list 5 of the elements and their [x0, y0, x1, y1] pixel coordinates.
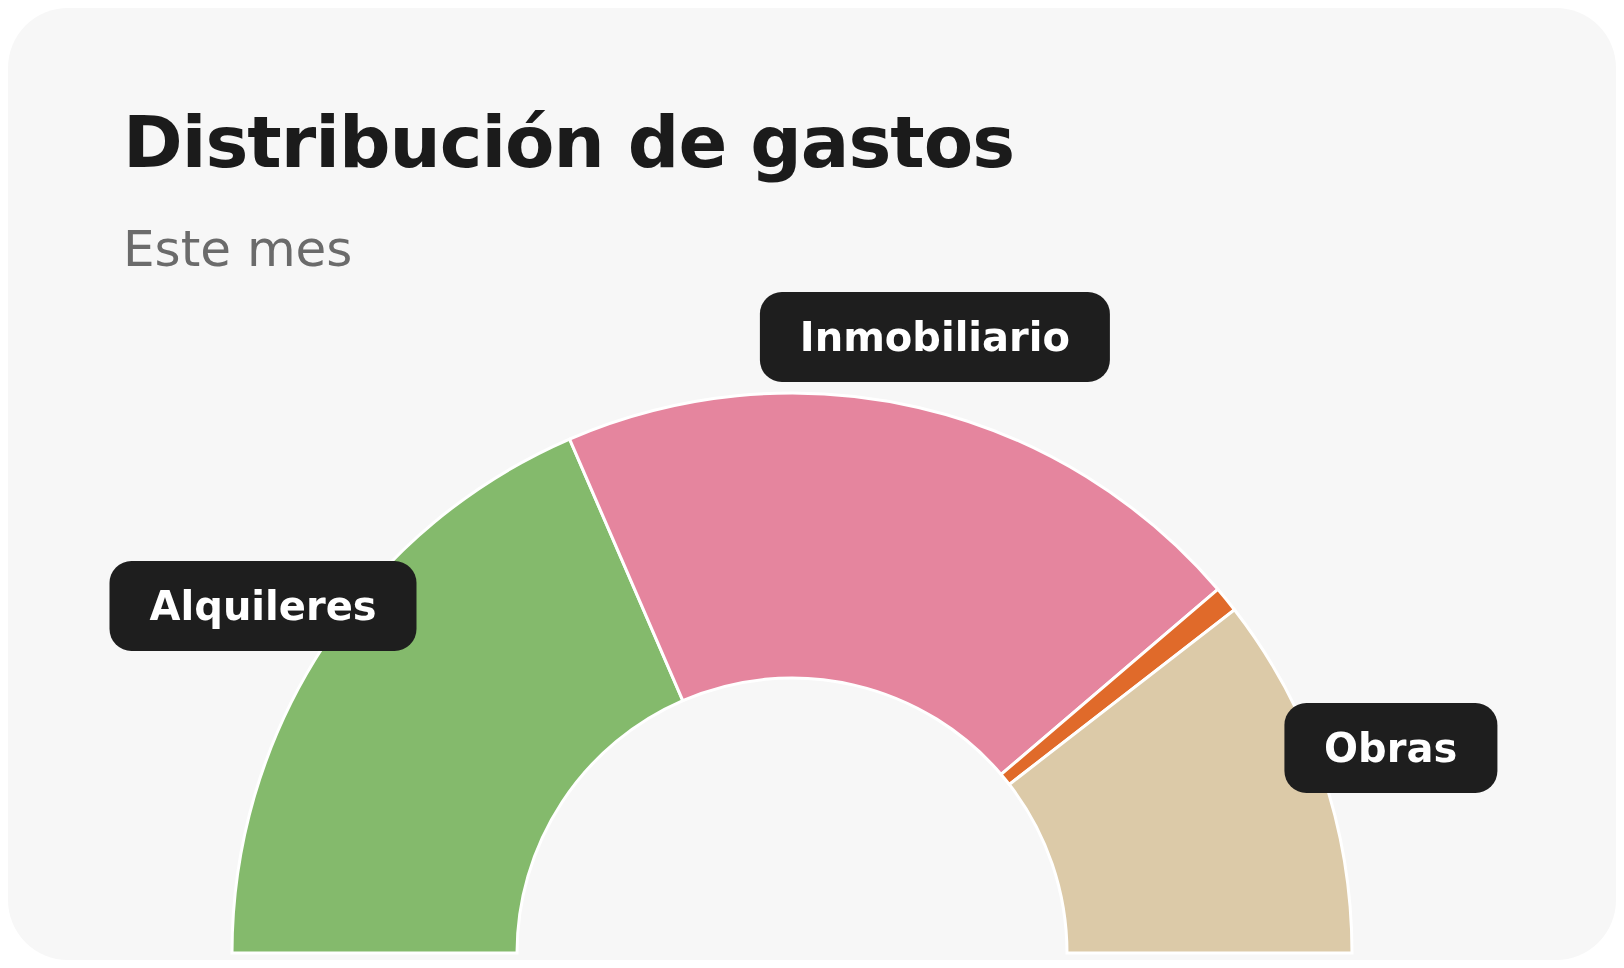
slice-label: Inmobiliario: [759, 291, 1110, 382]
chart-subtitle: Este mes: [123, 220, 353, 278]
chart-title: Distribución de gastos: [123, 100, 1015, 184]
slice-label: Alquileres: [109, 560, 417, 651]
slice-label: Obras: [1284, 703, 1498, 794]
